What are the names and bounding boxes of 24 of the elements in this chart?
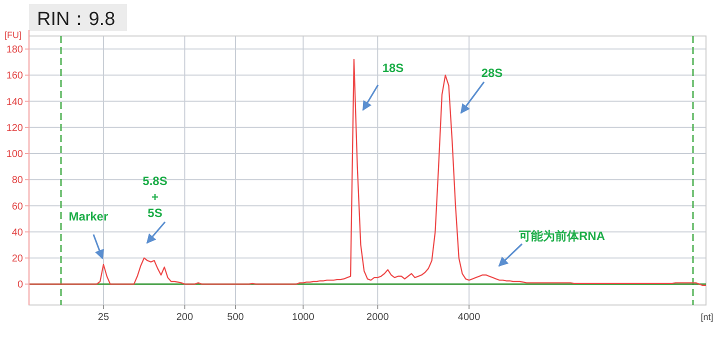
y-tick-label: 40	[12, 227, 24, 238]
y-tick-label: 0	[17, 280, 24, 291]
x-tick-label: 500	[227, 312, 244, 323]
x-tick-label: 2000	[366, 312, 390, 323]
y-tick-label: 20	[12, 253, 24, 264]
annotation: 5.8S + 5S	[142, 174, 168, 220]
x-tick-label: 4000	[458, 312, 481, 323]
annotation: Marker	[68, 210, 108, 224]
annotation: 18S	[382, 61, 404, 75]
annotation: 28S	[481, 66, 503, 80]
y-tick-label: 160	[6, 70, 24, 82]
x-tick-label: 200	[176, 312, 194, 323]
y-axis-title: [FU]	[4, 30, 22, 40]
x-tick-label: 25	[98, 312, 110, 323]
chart-title: RIN：9.8	[37, 9, 116, 30]
y-tick-label: 100	[6, 149, 24, 160]
y-tick-label: 140	[6, 96, 24, 108]
y-tick-label: 60	[12, 201, 24, 212]
y-tick-label: 180	[6, 44, 24, 56]
y-tick-label: 120	[6, 122, 24, 134]
x-tick-label: 1000	[292, 312, 315, 323]
y-tick-label: 80	[12, 175, 24, 186]
x-axis-title: [nt]	[700, 312, 714, 322]
annotation: 可能为前体RNA	[518, 229, 606, 243]
